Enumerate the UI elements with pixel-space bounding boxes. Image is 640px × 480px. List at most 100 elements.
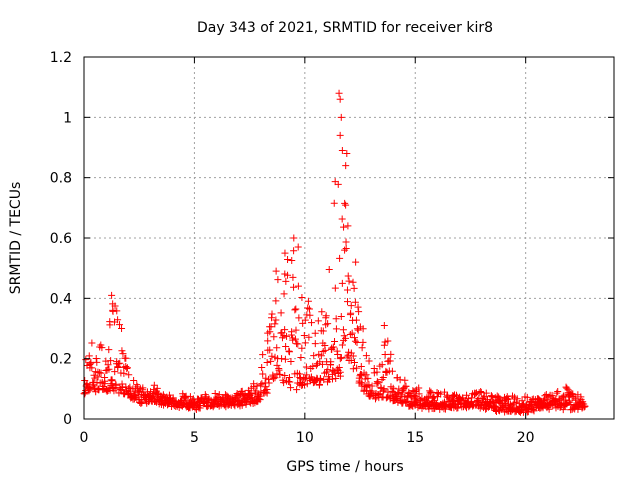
data-point [130, 376, 138, 384]
data-point [282, 277, 290, 285]
data-point [256, 392, 264, 400]
data-point [278, 355, 286, 363]
data-point [281, 249, 289, 257]
data-point [92, 354, 100, 362]
data-point [112, 381, 120, 389]
data-point [348, 329, 356, 337]
data-point [108, 377, 116, 385]
ticks-layer: 0 5 10 15 20 0 0.2 0.4 0.6 0.8 1 1.2 [50, 50, 614, 446]
data-point [350, 284, 358, 292]
data-point [386, 357, 394, 365]
data-point [427, 388, 435, 396]
data-point [211, 389, 219, 397]
data-point [258, 364, 266, 372]
data-point [273, 361, 281, 369]
data-point [97, 369, 105, 377]
data-point [116, 321, 124, 329]
data-point [338, 279, 346, 287]
data-point [292, 326, 300, 334]
data-point [271, 374, 279, 382]
data-point [119, 383, 127, 391]
data-point [288, 256, 296, 264]
data-point [344, 222, 352, 230]
data-point [512, 398, 520, 406]
data-point [196, 404, 204, 412]
data-point [441, 405, 449, 413]
data-point [109, 306, 117, 314]
data-point [354, 303, 362, 311]
data-point [267, 323, 275, 331]
data-point [336, 254, 344, 262]
data-point [342, 162, 350, 170]
data-point [353, 364, 361, 372]
data-point [463, 391, 471, 399]
data-point [426, 387, 434, 395]
data-point [258, 380, 266, 388]
data-point [347, 302, 355, 310]
data-point [352, 258, 360, 266]
data-point [373, 380, 381, 388]
data-point [305, 305, 313, 313]
data-point [563, 384, 571, 392]
data-point [344, 272, 352, 280]
data-point [327, 361, 335, 369]
data-point [88, 364, 96, 372]
data-point [329, 343, 337, 351]
data-point [118, 347, 126, 355]
data-point [247, 390, 255, 398]
data-point [487, 392, 495, 400]
data-point [335, 364, 343, 372]
points-layer [80, 89, 589, 416]
data-point [581, 402, 589, 410]
data-point [280, 290, 288, 298]
data-point [340, 223, 348, 231]
data-point [275, 366, 283, 374]
data-point [342, 244, 350, 252]
data-point [286, 378, 294, 386]
data-point [359, 325, 367, 333]
data-point [302, 374, 310, 382]
data-point [290, 234, 298, 242]
data-point [105, 365, 113, 373]
data-point [311, 340, 319, 348]
data-point [378, 361, 386, 369]
data-point [356, 372, 364, 380]
data-point [291, 306, 299, 314]
x-tick-label: 0 [80, 430, 89, 446]
data-point [341, 246, 349, 254]
data-point [91, 374, 99, 382]
data-point [523, 393, 531, 401]
data-point [314, 317, 322, 325]
data-point [305, 333, 313, 341]
data-point [113, 307, 121, 315]
data-point [257, 381, 265, 389]
data-point [139, 384, 147, 392]
data-point [387, 350, 395, 358]
data-point [362, 352, 370, 360]
data-point [271, 320, 279, 328]
data-point [86, 385, 94, 393]
data-point [126, 383, 134, 391]
data-point [482, 389, 490, 397]
data-point [304, 304, 312, 312]
data-point [272, 297, 280, 305]
data-point [415, 384, 423, 392]
data-point [349, 365, 357, 373]
data-point [362, 371, 370, 379]
data-point [384, 388, 392, 396]
data-point [365, 357, 373, 365]
data-point [306, 311, 314, 319]
data-point [272, 316, 280, 324]
data-point [287, 384, 295, 392]
data-point [380, 321, 388, 329]
data-point [297, 353, 305, 361]
data-point [266, 328, 274, 336]
data-point [413, 397, 421, 405]
data-point [302, 363, 310, 371]
data-point [252, 387, 260, 395]
data-point [287, 357, 295, 365]
data-point [268, 352, 276, 360]
data-point [176, 397, 184, 405]
data-point [123, 364, 131, 372]
data-point [238, 401, 246, 409]
